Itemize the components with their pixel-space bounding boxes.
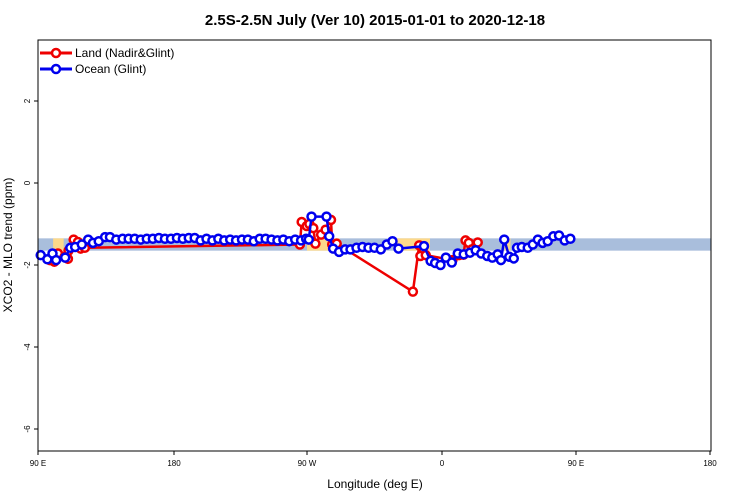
y-tick-label: 0	[23, 180, 32, 185]
data-point	[393, 243, 404, 254]
x-tick-label: 180	[167, 459, 181, 468]
band-land	[504, 238, 511, 251]
legend-land-marker	[50, 47, 62, 59]
data-point	[306, 211, 317, 222]
y-tick-label: -6	[23, 425, 32, 433]
data-point	[508, 253, 520, 264]
axes: 90 E 180 90 W 0 90 E 180 2 0 -2 -4 -6	[23, 98, 717, 468]
legend: Land (Nadir&Glint) Ocean (Glint)	[40, 46, 174, 76]
legend-ocean-label: Ocean (Glint)	[75, 62, 146, 76]
data-point	[498, 234, 510, 245]
data-point	[59, 252, 71, 263]
data-point	[495, 254, 507, 266]
data-point	[418, 240, 430, 252]
chart-title: 2.5S-2.5N July (Ver 10) 2015-01-01 to 20…	[205, 12, 545, 29]
series-ocean	[35, 211, 576, 271]
data-point	[435, 259, 446, 271]
x-tick-label: 180	[703, 459, 717, 468]
data-point	[323, 231, 335, 242]
x-tick-label: 90 E	[568, 459, 584, 468]
y-tick-label: -4	[23, 343, 32, 351]
data-point	[50, 254, 62, 266]
data-point	[407, 286, 419, 297]
legend-land-label: Land (Nadir&Glint)	[75, 46, 174, 60]
y-axis-label: XCO2 - MLO trend (ppm)	[1, 178, 15, 313]
x-tick-label: 0	[440, 459, 445, 468]
data-point	[387, 235, 398, 247]
x-tick-label: 90 W	[298, 459, 317, 468]
y-tick-label: 2	[23, 98, 32, 103]
series-layer	[35, 211, 576, 297]
data-point	[321, 211, 332, 222]
x-axis-label: Longitude (deg E)	[327, 477, 422, 491]
y-tick-label: -2	[23, 261, 32, 269]
plot-frame	[37, 39, 712, 452]
x-tick-label: 90 E	[30, 459, 46, 468]
data-point	[565, 233, 576, 245]
data-point	[446, 257, 458, 268]
data-point	[303, 234, 315, 245]
legend-ocean-marker	[50, 63, 62, 75]
band-land	[53, 238, 64, 251]
